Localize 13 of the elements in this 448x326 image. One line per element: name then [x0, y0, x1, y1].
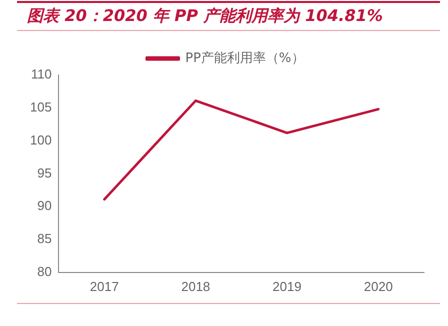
- y-tick-label: 85: [37, 231, 52, 246]
- y-tick-label: 100: [30, 132, 52, 148]
- x-tick-label: 2017: [90, 278, 119, 294]
- y-tick-label: 105: [30, 99, 52, 114]
- y-tick-label: 110: [30, 66, 52, 82]
- y-tick-label: 90: [37, 198, 52, 214]
- y-tick-label: 80: [37, 264, 52, 279]
- legend-label: PP产能利用率（%）: [185, 50, 304, 66]
- y-tick-label: 95: [37, 165, 52, 180]
- chart-title: 图表 20：2020 年 PP 产能利用率为 104.81%: [17, 1, 440, 31]
- x-tick-label: 2018: [181, 278, 210, 294]
- x-tick-label: 2020: [364, 278, 393, 294]
- x-tick-label: 2019: [272, 278, 302, 294]
